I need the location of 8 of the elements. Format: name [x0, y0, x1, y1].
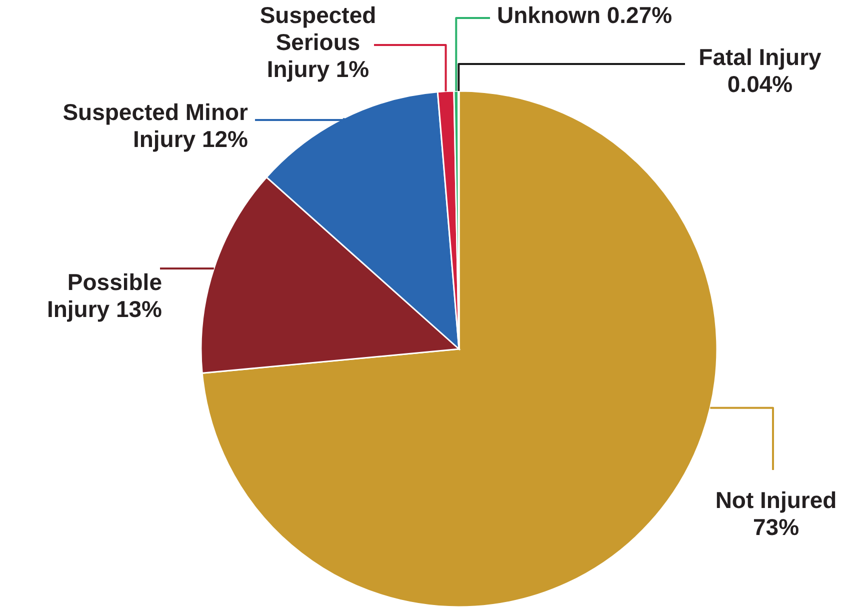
slice-label: Fatal Injury — [698, 44, 822, 70]
slice-label: Not Injured — [715, 487, 837, 513]
data-label: 73% — [752, 514, 800, 540]
slice-label: Suspected Serious Injury 1% — [260, 2, 376, 82]
slice-label: Unknown 0.27% — [497, 2, 672, 28]
data-label: 0.04% — [727, 71, 793, 97]
slice-label: Possible Injury 13% — [46, 269, 162, 322]
slice-label: Suspected Minor Injury 12% — [62, 99, 248, 152]
